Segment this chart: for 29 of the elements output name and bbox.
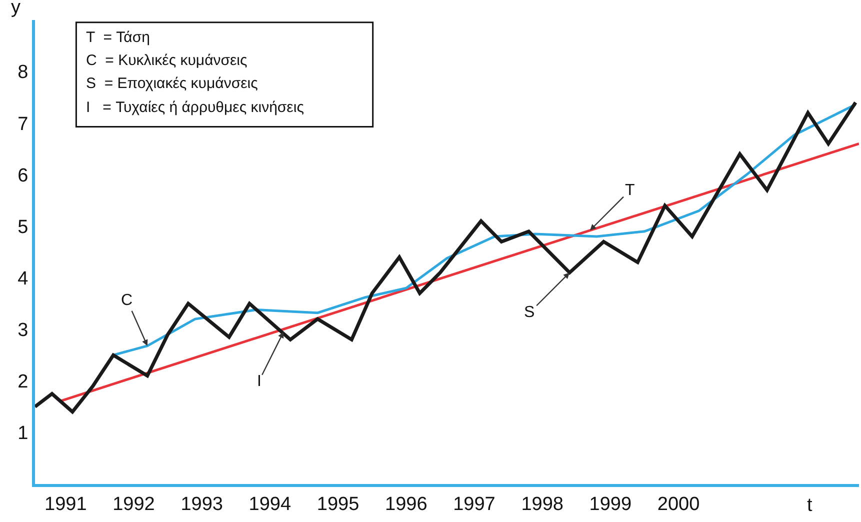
annotation: S = Εποχιακές κυμάνσεις [86, 75, 258, 92]
y-axis-title: y [11, 0, 21, 18]
x-tick-label: 1999 [589, 494, 632, 515]
y-tick-label: 3 [18, 320, 28, 341]
y-tick-label: 7 [18, 114, 28, 135]
x-tick-label: 1995 [316, 494, 360, 515]
x-tick-label: 1991 [44, 494, 87, 515]
y-tick-label: 4 [18, 268, 29, 290]
x-axis-title: t [807, 495, 813, 516]
annotation: C [121, 292, 133, 309]
x-tick-label: 2000 [657, 494, 700, 515]
y-tick-label: 5 [18, 216, 28, 238]
annotation: S [524, 304, 535, 321]
x-tick-label: 1997 [453, 494, 496, 515]
y-tick-label: 8 [18, 62, 28, 84]
annotation: C = Κυκλικές κυμάνσεις [86, 52, 248, 69]
y-tick-label: 6 [18, 165, 28, 186]
x-tick-label: 1993 [180, 494, 223, 515]
annotation: T [625, 182, 635, 199]
x-tick-label: 1994 [248, 494, 292, 515]
annotation: I = Τυχαίες ή άρρυθμες κινήσεις [86, 99, 304, 116]
annotation: T = Τάση [86, 29, 150, 46]
annotation: I [257, 373, 262, 390]
x-tick-label: 1996 [385, 494, 428, 515]
x-tick-label: 1992 [112, 494, 155, 515]
x-tick-label: 1998 [521, 494, 564, 515]
y-tick-label: 1 [18, 423, 28, 444]
y-tick-label: 2 [18, 372, 28, 393]
line-series [35, 100, 858, 414]
